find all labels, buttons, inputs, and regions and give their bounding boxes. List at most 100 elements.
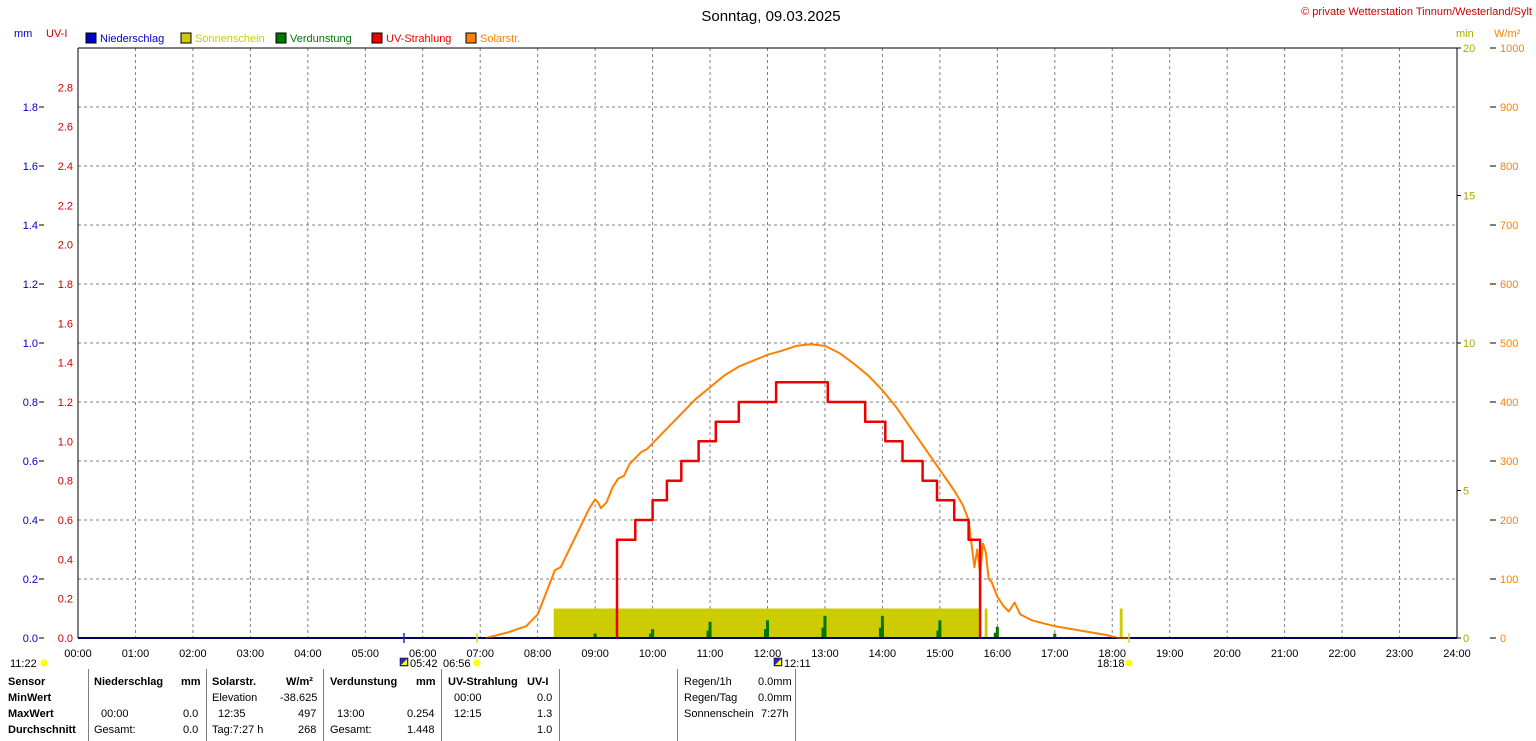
wm2-tick-label: 200 [1500, 515, 1518, 527]
niederschlag-max-time: 00:00 [101, 708, 129, 720]
x-tick-label: 10:00 [639, 648, 667, 660]
verdunstung-bar [995, 626, 999, 638]
min-tick-label: 15 [1463, 191, 1475, 203]
solar-max-time: 12:35 [218, 708, 246, 720]
verdunstung-bar [878, 627, 882, 638]
min-tick-label: 5 [1463, 486, 1469, 498]
uv-tick-label: 0.4 [58, 554, 73, 566]
legend-swatch [85, 32, 97, 44]
x-tick-label: 24:00 [1443, 648, 1471, 660]
moonrise-label: 11:22 [10, 658, 37, 669]
uv-line [615, 381, 982, 638]
solar-header: Solarstr. [212, 676, 257, 688]
row-label-avg: Durchschnitt [8, 724, 76, 736]
sun-icon [40, 659, 48, 667]
legend-label: Solarstr. [480, 33, 520, 45]
legend-label: Verdunstung [290, 33, 352, 45]
verdunstung-bar [821, 627, 825, 638]
solar-day-label: Tag:7:27 h [212, 724, 264, 736]
mm-tick-label: 1.4 [23, 220, 38, 232]
table-divider [441, 669, 442, 741]
x-tick-label: 22:00 [1328, 648, 1356, 660]
x-tick-label: 14:00 [869, 648, 897, 660]
legend-swatch [180, 32, 192, 44]
x-tick-label: 23:00 [1386, 648, 1414, 660]
solar-unit: W/m² [286, 676, 313, 688]
regen-tag-value: 0.0mm [758, 692, 792, 704]
uv-avg-value: 1.0 [537, 724, 553, 736]
verdunstung-bar [766, 620, 769, 638]
mm-tick-label: 1.2 [23, 279, 38, 291]
stats-table: Sensor MinWert MaxWert Durchschnitt Nied… [0, 669, 1536, 741]
table-divider [206, 669, 207, 741]
mm-tick-label: 1.8 [23, 102, 38, 114]
axis-unit-wm2: W/m² [1494, 28, 1521, 40]
legend-label: Niederschlag [100, 33, 164, 45]
regen-tag-label: Regen/Tag [684, 692, 738, 704]
verdunstung-total-value: 1.448 [407, 724, 435, 736]
mm-tick-label: 0.4 [23, 515, 38, 527]
legend-swatch [371, 32, 383, 44]
sun-icon [1125, 659, 1133, 667]
wm2-tick-label: 100 [1500, 574, 1518, 586]
wm2-tick-label: 300 [1500, 456, 1518, 468]
min-tick-label: 10 [1463, 338, 1475, 350]
solar-elevation-label: Elevation [212, 692, 258, 704]
row-label-sensor: Sensor [8, 676, 46, 688]
axis-unit-mm: mm [14, 28, 32, 40]
verdunstung-unit: mm [416, 676, 436, 688]
moon-time-label: 05:42 [410, 658, 438, 669]
legend-label: UV-Strahlung [386, 33, 451, 45]
axis-unit-uv: UV-I [46, 28, 67, 40]
x-tick-label: 01:00 [122, 648, 150, 660]
solar-max-value: 497 [298, 708, 317, 720]
wm2-tick-label: 500 [1500, 338, 1518, 350]
table-divider [677, 669, 678, 741]
mm-tick-label: 0.2 [23, 574, 38, 586]
table-divider [323, 669, 324, 741]
niederschlag-total-value: 0.0 [183, 724, 199, 736]
table-divider [795, 669, 796, 741]
wm2-tick-label: 0 [1500, 633, 1506, 645]
verdunstung-max-value: 0.254 [407, 708, 435, 720]
verdunstung-bar [651, 629, 655, 638]
wm2-tick-label: 400 [1500, 397, 1518, 409]
uv-tick-label: 2.2 [58, 200, 73, 212]
uv-tick-label: 2.4 [58, 161, 73, 173]
legend-swatch [275, 32, 287, 44]
x-tick-label: 21:00 [1271, 648, 1299, 660]
x-tick-label: 09:00 [581, 648, 609, 660]
sun-moon-markers: 11:22 05:42 06:56 12:11 18:18 [10, 633, 1133, 669]
x-tick-label: 20:00 [1213, 648, 1241, 660]
mm-tick-label: 0.8 [23, 397, 38, 409]
x-tick-label: 17:00 [1041, 648, 1069, 660]
x-tick-label: 06:00 [409, 648, 437, 660]
verdunstung-bar [649, 633, 653, 638]
uv-tick-label: 0.6 [58, 515, 73, 527]
niederschlag-max-value: 0.0 [183, 708, 199, 720]
moon-phase-icon [401, 659, 407, 665]
verdunstung-bar [938, 620, 942, 638]
uv-tick-label: 0.0 [58, 633, 73, 645]
verdunstung-header: Verdunstung [330, 676, 398, 688]
axis-unit-min: min [1456, 28, 1474, 40]
legend-swatch [465, 32, 477, 44]
verdunstung-bar [764, 629, 767, 638]
x-tick-label: 04:00 [294, 648, 322, 660]
sonnenschein-bar [984, 608, 988, 638]
sun-icon [473, 659, 481, 667]
solar-avg-value: 268 [298, 724, 317, 736]
row-label-max: MaxWert [8, 708, 54, 720]
uv-max-value: 1.3 [537, 708, 553, 720]
regen-1h-label: Regen/1h [684, 676, 732, 688]
verdunstung-series [593, 615, 1114, 638]
mm-tick-label: 0.0 [23, 633, 38, 645]
x-tick-label: 00:00 [64, 648, 92, 660]
wm2-tick-label: 900 [1500, 102, 1518, 114]
uv-tick-label: 1.0 [58, 436, 73, 448]
uv-min-time: 00:00 [454, 692, 482, 704]
min-tick-label: 0 [1463, 633, 1469, 645]
solar-elevation-value: -38.625 [280, 692, 318, 704]
x-tick-label: 16:00 [984, 648, 1012, 660]
uv-tick-label: 1.8 [58, 279, 73, 291]
